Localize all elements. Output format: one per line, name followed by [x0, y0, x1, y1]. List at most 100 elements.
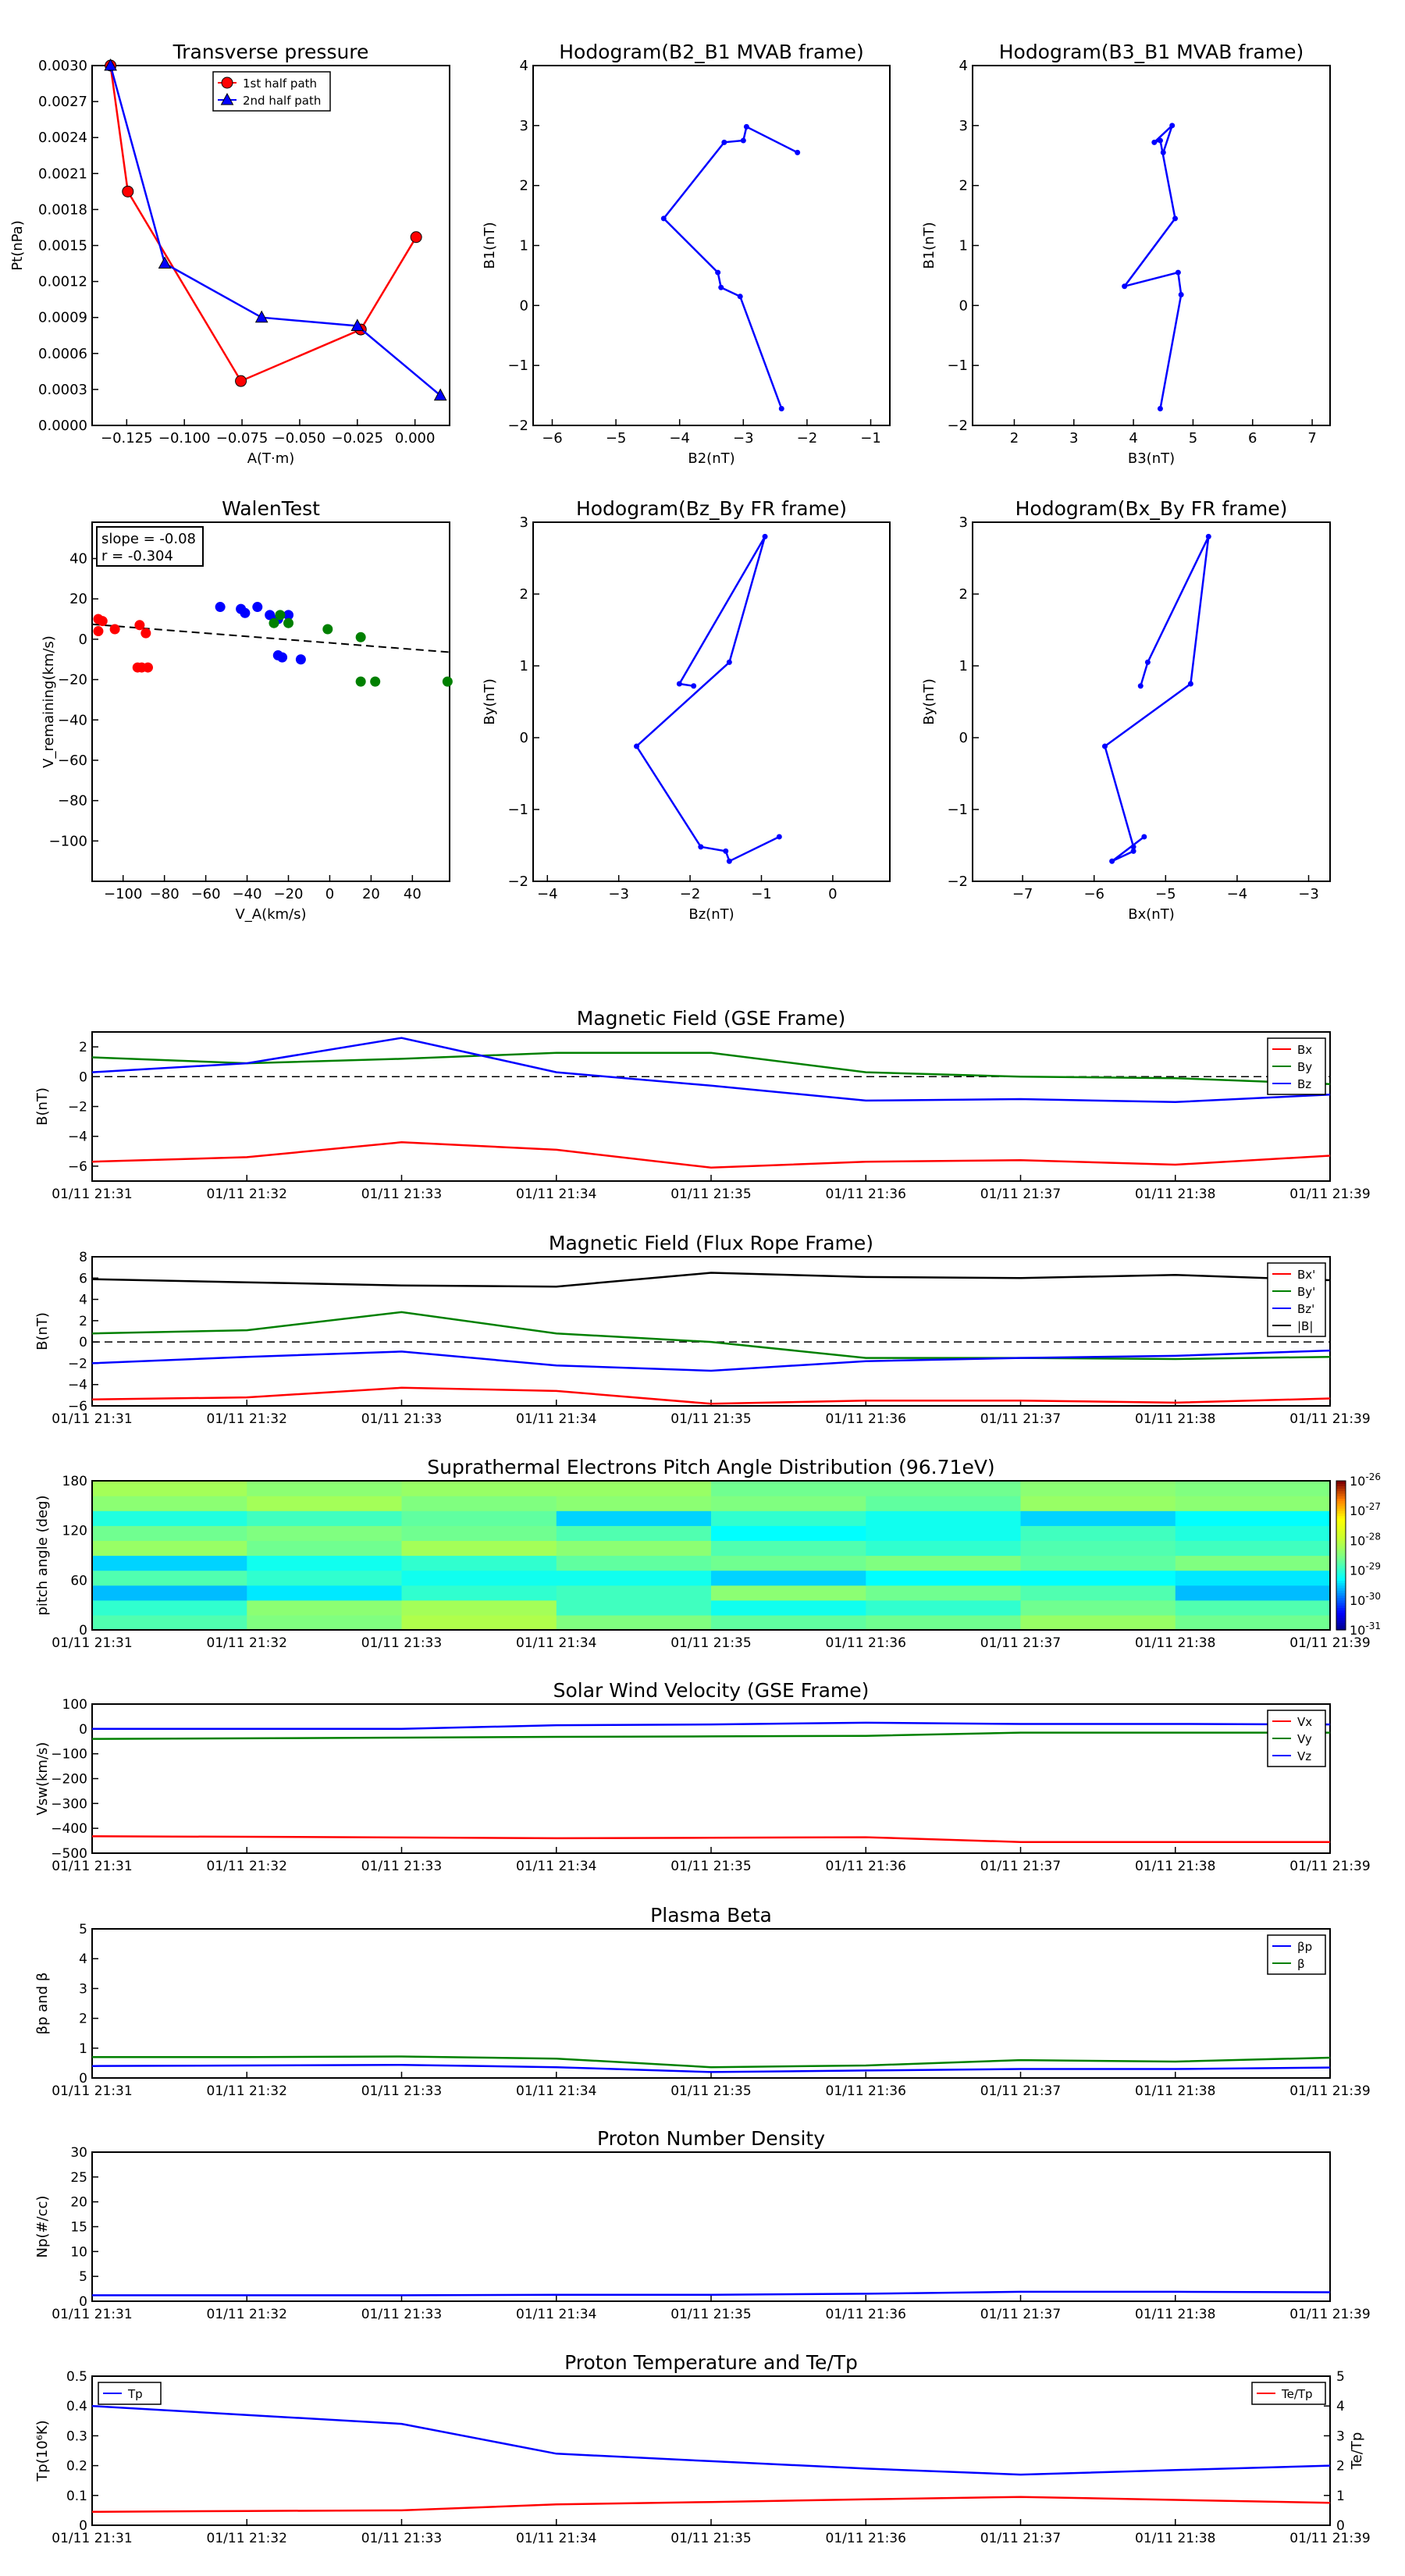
data-point — [740, 137, 746, 144]
chart-np: Proton Number Density 0 5 10 15 20 25 30 01/11 2… — [34, 2127, 1371, 2322]
plot-frame — [972, 521, 1331, 882]
x-tick-label: −4 — [669, 430, 690, 447]
heatmap-cell — [1175, 1614, 1331, 1631]
x-tick-label: 01/11 21:37 — [980, 2531, 1061, 2546]
y-tick-label: 100 — [62, 1697, 87, 1713]
x-tick-label: −0.025 — [331, 430, 383, 447]
colorbar-frame — [1336, 1480, 1346, 1631]
series-line — [91, 1386, 1331, 1405]
heatmap-cell — [556, 1510, 712, 1526]
plot-frame — [532, 65, 891, 426]
x-tick-label: −2 — [680, 886, 701, 902]
data-point — [442, 676, 453, 687]
y-tick-label: 4 — [79, 1952, 87, 1967]
x-tick-label: −2 — [797, 430, 818, 447]
y-tick-label: 40 — [69, 551, 87, 568]
heatmap-cell — [556, 1540, 712, 1557]
y-tick-label: 0.3 — [66, 2428, 87, 2444]
x-tick-label: 01/11 21:36 — [826, 2307, 906, 2322]
legend-label: By — [1297, 1060, 1312, 1074]
x-tick-label: −0.050 — [274, 430, 326, 447]
data-point — [1151, 139, 1158, 145]
chart-title: Plasma Beta — [650, 1904, 772, 1927]
data-point — [265, 610, 276, 621]
heatmap-cell — [1020, 1599, 1176, 1616]
colorbar-segment — [1336, 1592, 1346, 1596]
colorbar-segment — [1336, 1548, 1346, 1551]
x-tick-label: 01/11 21:32 — [207, 1635, 287, 1651]
heatmap-cell — [556, 1481, 712, 1496]
x-tick-label: 01/11 21:39 — [1289, 1411, 1370, 1427]
colorbar-segment — [1336, 1620, 1346, 1624]
x-tick-label: 01/11 21:34 — [516, 2531, 596, 2546]
heatmap-cell — [1175, 1496, 1331, 1511]
y-tick-label: 0.1 — [66, 2489, 87, 2504]
colorbar-segment — [1336, 1530, 1346, 1534]
chart-title: Proton Temperature and Te/Tp — [564, 2351, 858, 2374]
y-tick-label: 0 — [79, 2294, 87, 2310]
data-point — [235, 375, 247, 387]
y-tick-label: 2 — [959, 586, 968, 603]
y-tick-label: 0 — [79, 1722, 87, 1738]
y-tick-label: −2 — [68, 1356, 87, 1372]
data-point — [269, 617, 279, 628]
y-tick-label: 2 — [520, 178, 528, 194]
colorbar-segment — [1336, 1605, 1346, 1608]
y-tick-label: 8 — [79, 1250, 87, 1265]
x-tick-label: 01/11 21:35 — [670, 1635, 751, 1651]
heatmap-cell — [92, 1525, 247, 1541]
y-tick-label: 0.0021 — [38, 165, 87, 182]
heatmap-cell — [711, 1540, 866, 1557]
y-tick-label: 0 — [79, 1335, 87, 1350]
x-axis-label: A(T·m) — [247, 450, 295, 467]
x-tick-label: 01/11 21:35 — [670, 1187, 751, 1202]
data-point — [220, 92, 234, 105]
data-point — [93, 626, 104, 637]
y-axis-label: B1(nT) — [482, 222, 498, 269]
series-line — [91, 1051, 1331, 1086]
y2-tick-label: 1 — [1336, 2489, 1345, 2504]
x-tick-label: −3 — [608, 886, 629, 902]
x-tick-label: 01/11 21:38 — [1135, 1411, 1215, 1427]
y-tick-label: −100 — [49, 833, 87, 849]
legend-label: 1st half path — [243, 76, 317, 91]
colorbar-segment — [1336, 1540, 1346, 1544]
y2-tick-label: 4 — [1336, 2399, 1345, 2414]
plot-frame — [91, 1256, 1331, 1407]
data-point — [718, 284, 724, 290]
chart-title: Transverse pressure — [173, 41, 369, 63]
data-point — [215, 602, 226, 613]
chart-walen: WalenTest −100 −80 −60 −40 −20 0 20 40 −100 −80 −60… — [41, 497, 453, 923]
heatmap-cell — [247, 1599, 403, 1616]
y-tick-label: 3 — [959, 118, 968, 134]
colorbar-segment — [1336, 1578, 1346, 1581]
plot-frame — [91, 65, 450, 426]
data-point — [275, 610, 286, 621]
plot-frame — [91, 2151, 1331, 2302]
x-tick-label: 01/11 21:36 — [826, 1411, 906, 1427]
chart-title: WalenTest — [222, 497, 320, 520]
y-tick-label: −300 — [51, 1796, 87, 1812]
colorbar-segment — [1336, 1622, 1346, 1626]
chart-title: Hodogram(Bx_By FR frame) — [1016, 497, 1288, 520]
y-tick-label: 0.0015 — [38, 238, 87, 254]
heatmap-cell — [711, 1570, 866, 1586]
data-point — [1205, 533, 1211, 539]
data-point — [1130, 848, 1136, 854]
colorbar-segment — [1336, 1590, 1346, 1593]
colorbar-segment — [1336, 1520, 1346, 1524]
heatmap-cell — [401, 1585, 557, 1601]
colorbar-segment — [1336, 1528, 1346, 1532]
data-point — [1160, 149, 1166, 155]
y-tick-label: 3 — [959, 514, 968, 531]
data-point — [370, 676, 381, 687]
x-tick-label: 01/11 21:32 — [207, 2083, 287, 2099]
x-tick-label: 01/11 21:36 — [826, 1859, 906, 1874]
y-tick-label: −4 — [68, 1130, 87, 1145]
colorbar-segment — [1336, 1500, 1346, 1504]
y-tick-label: 6 — [79, 1271, 87, 1286]
colorbar-segment — [1336, 1617, 1346, 1621]
colorbar-segment — [1336, 1513, 1346, 1517]
y-tick-label: 0 — [79, 632, 87, 648]
heatmap-cell — [1175, 1585, 1331, 1601]
